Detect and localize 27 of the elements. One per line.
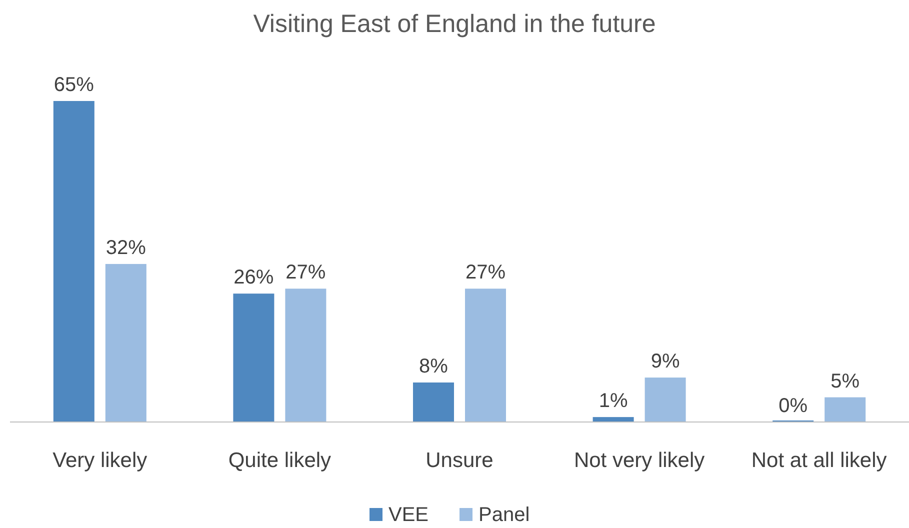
legend-label: Panel xyxy=(478,504,530,526)
bar xyxy=(465,288,506,422)
x-tick-label: Very likely xyxy=(52,449,148,472)
bar xyxy=(233,294,274,422)
data-label: 26% xyxy=(234,266,274,289)
bar xyxy=(285,288,326,422)
data-label: 27% xyxy=(286,262,326,284)
data-label: 9% xyxy=(650,350,680,373)
x-tick-label: Not at all likely xyxy=(751,449,888,472)
x-tick-label: Quite likely xyxy=(228,449,332,472)
data-label: 5% xyxy=(830,370,860,392)
x-tick-label: Not very likely xyxy=(574,449,706,472)
data-label: 0% xyxy=(778,395,808,417)
bar xyxy=(824,397,866,422)
x-tick-label: Unsure xyxy=(426,449,494,472)
data-label: 65% xyxy=(54,74,94,96)
data-label: 1% xyxy=(598,390,628,412)
data-label: 27% xyxy=(465,262,506,284)
bar xyxy=(592,417,634,422)
bar xyxy=(413,382,454,422)
bar xyxy=(53,101,94,422)
chart-title: Visiting East of England in the future xyxy=(253,10,656,38)
data-label: 8% xyxy=(419,355,448,378)
data-label: 32% xyxy=(106,236,146,259)
bar xyxy=(105,264,146,422)
legend-label: VEE xyxy=(388,504,429,526)
bar xyxy=(644,378,686,422)
